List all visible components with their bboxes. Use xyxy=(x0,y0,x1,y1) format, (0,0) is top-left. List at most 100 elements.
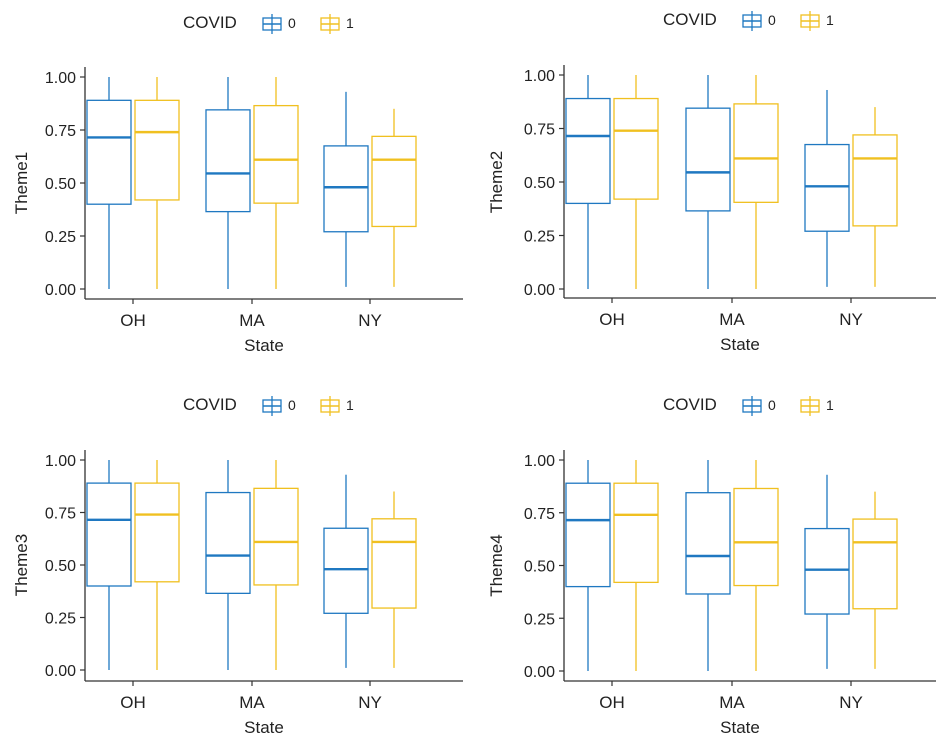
y-tick-label: 0.00 xyxy=(524,664,555,681)
y-tick-label: 0.50 xyxy=(524,559,555,576)
box-1-MA xyxy=(253,460,299,670)
y-tick-label: 0.75 xyxy=(45,123,76,140)
box-0-MA xyxy=(205,460,251,670)
legend-key-0 xyxy=(742,11,762,31)
chart-panel-theme2: COVID 0 1 0.00 0.25 0.50 0.75 1.00 OH MA NY State Th… xyxy=(475,0,940,375)
x-axis-title: State xyxy=(244,336,284,355)
box-0-OH xyxy=(565,460,611,671)
box-1-OH xyxy=(134,77,180,289)
box-0-OH xyxy=(86,77,132,289)
legend-key-0 xyxy=(262,396,282,416)
box-1-NY xyxy=(852,491,898,669)
legend-title: COVID xyxy=(183,395,237,414)
box-1-NY xyxy=(371,108,417,287)
y-tick-label: 1.00 xyxy=(45,70,76,87)
box-iqr xyxy=(134,99,180,201)
x-axis-title: State xyxy=(720,335,760,354)
x-tick-label: NY xyxy=(358,311,382,330)
legend-key-1 xyxy=(800,396,820,416)
box-iqr xyxy=(371,518,417,609)
x-tick-label: OH xyxy=(599,693,625,712)
box-iqr xyxy=(733,487,779,587)
x-axis-title: State xyxy=(244,718,284,737)
box-1-NY xyxy=(371,491,417,668)
box-0-OH xyxy=(565,75,611,289)
chart-svg: COVID 0 1 0.00 0.25 0.50 0.75 1.00 OH MA NY State Th… xyxy=(487,10,936,354)
y-tick-label: 0.75 xyxy=(45,506,76,523)
y-axis-title: Theme1 xyxy=(12,152,31,214)
legend-label: 0 xyxy=(768,397,776,413)
legend-title: COVID xyxy=(663,395,717,414)
box-iqr xyxy=(253,487,299,586)
legend-label: 0 xyxy=(288,15,296,31)
box-0-MA xyxy=(685,75,731,289)
box-0-NY xyxy=(323,91,369,287)
box-0-OH xyxy=(86,460,132,670)
chart-panel-theme3: COVID 0 1 0.00 0.25 0.50 0.75 1.00 OH MA NY State Th… xyxy=(0,382,470,740)
legend-title: COVID xyxy=(183,13,237,32)
y-tick-label: 0.50 xyxy=(45,558,76,575)
box-iqr xyxy=(205,109,251,213)
y-tick-label: 1.00 xyxy=(524,453,555,470)
box-0-MA xyxy=(205,77,251,289)
x-tick-label: OH xyxy=(120,311,146,330)
y-tick-label: 0.75 xyxy=(524,506,555,523)
box-0-NY xyxy=(804,474,850,669)
y-tick-label: 1.00 xyxy=(45,453,76,470)
box-1-OH xyxy=(134,460,180,670)
box-1-MA xyxy=(733,75,779,289)
x-tick-label: OH xyxy=(120,693,146,712)
x-tick-label: OH xyxy=(599,310,625,329)
legend-label: 0 xyxy=(768,12,776,28)
y-axis-title: Theme4 xyxy=(487,534,506,596)
box-iqr xyxy=(685,107,731,212)
legend-label: 1 xyxy=(346,397,354,413)
box-iqr xyxy=(613,97,659,200)
x-tick-label: MA xyxy=(239,693,265,712)
box-1-OH xyxy=(613,75,659,289)
x-tick-label: NY xyxy=(358,693,382,712)
chart-panel-theme1: COVID 0 1 0.00 0.25 0.50 0.75 1.00 OH MA NY State Th… xyxy=(0,0,470,375)
y-tick-label: 0.75 xyxy=(524,122,555,139)
chart-panel-theme4: COVID 0 1 0.00 0.25 0.50 0.75 1.00 OH MA NY State Th… xyxy=(475,382,940,740)
box-iqr xyxy=(323,527,369,614)
legend-key-1 xyxy=(320,14,340,34)
box-1-MA xyxy=(253,77,299,289)
box-0-NY xyxy=(804,89,850,287)
legend: COVID 0 1 xyxy=(663,395,834,416)
legend-title: COVID xyxy=(663,10,717,29)
legend-label: 1 xyxy=(346,15,354,31)
x-tick-label: MA xyxy=(719,310,745,329)
legend-label: 1 xyxy=(826,12,834,28)
box-iqr xyxy=(733,103,779,203)
legend: COVID 0 1 xyxy=(663,10,834,31)
x-tick-label: MA xyxy=(239,311,265,330)
legend-key-1 xyxy=(800,11,820,31)
legend-label: 0 xyxy=(288,397,296,413)
y-tick-label: 0.00 xyxy=(45,663,76,680)
legend-key-0 xyxy=(742,396,762,416)
y-tick-label: 1.00 xyxy=(524,68,555,85)
box-iqr xyxy=(205,491,251,595)
y-tick-label: 0.25 xyxy=(45,611,76,628)
y-axis-title: Theme3 xyxy=(12,534,31,596)
box-iqr xyxy=(371,135,417,228)
y-tick-label: 0.50 xyxy=(524,175,555,192)
chart-svg: COVID 0 1 0.00 0.25 0.50 0.75 1.00 OH MA NY State Th… xyxy=(12,13,463,355)
y-tick-label: 0.00 xyxy=(524,282,555,299)
box-1-NY xyxy=(852,107,898,287)
box-iqr xyxy=(852,518,898,610)
box-iqr xyxy=(565,97,611,205)
box-iqr xyxy=(134,482,180,583)
y-tick-label: 0.50 xyxy=(45,176,76,193)
legend-key-1 xyxy=(320,396,340,416)
legend-key-0 xyxy=(262,14,282,34)
box-0-NY xyxy=(323,474,369,668)
x-tick-label: MA xyxy=(719,693,745,712)
box-iqr xyxy=(323,145,369,233)
box-iqr xyxy=(565,482,611,588)
box-1-OH xyxy=(613,460,659,671)
x-tick-label: NY xyxy=(839,310,863,329)
box-0-MA xyxy=(685,460,731,671)
legend: COVID 0 1 xyxy=(183,395,354,416)
